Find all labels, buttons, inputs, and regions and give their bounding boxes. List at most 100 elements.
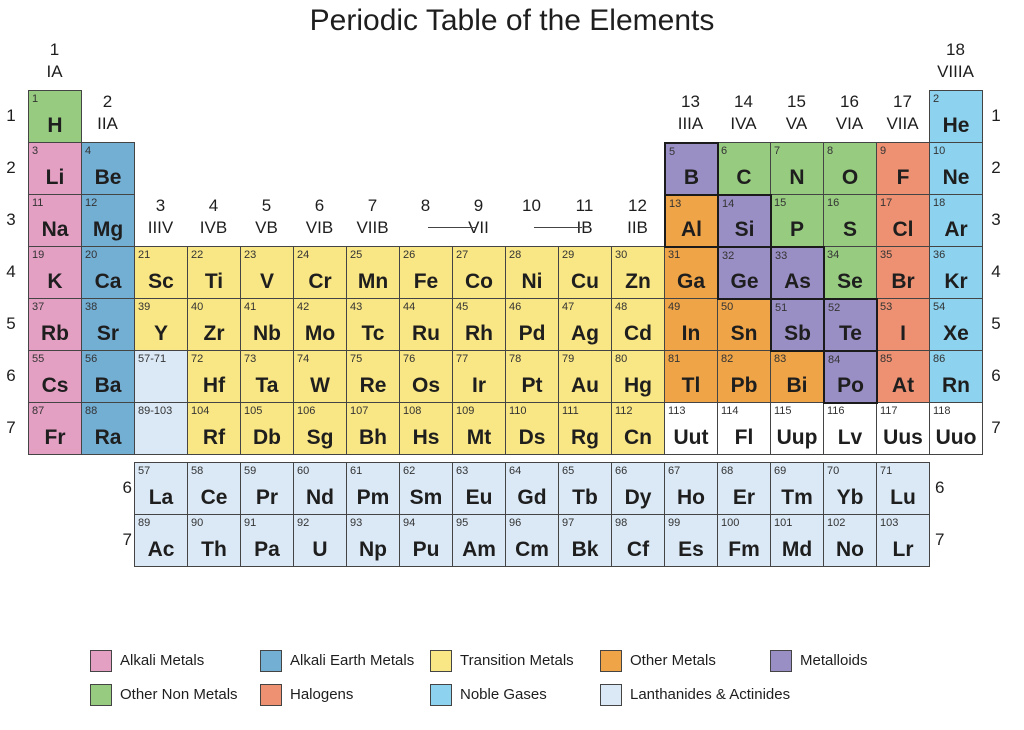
group-number: 8 [399, 196, 452, 216]
element-cell: 9F [876, 142, 930, 195]
element-symbol: Be [82, 166, 134, 190]
group-number: 7 [346, 196, 399, 216]
element-symbol: Ru [400, 322, 452, 346]
atomic-number: 20 [85, 249, 97, 261]
element-cell: 20Ca [81, 246, 135, 299]
element-cell: 48Cd [611, 298, 665, 351]
element-symbol: At [877, 374, 929, 398]
group-label: VIIA [876, 114, 929, 134]
element-symbol: Pt [506, 374, 558, 398]
element-cell: 4 Be [81, 142, 135, 195]
atomic-number: 35 [880, 249, 892, 261]
group-label: VIB [293, 218, 346, 238]
atomic-number: 25 [350, 249, 362, 261]
element-symbol: B [666, 166, 717, 190]
element-symbol: N [771, 166, 823, 190]
atomic-number: 17 [880, 197, 892, 209]
atomic-number: 4 [85, 145, 91, 157]
atomic-number: 59 [244, 465, 256, 477]
element-symbol: As [772, 270, 823, 294]
element-symbol: Ho [665, 486, 717, 510]
element-cell: 97Bk [558, 514, 612, 567]
atomic-number: 66 [615, 465, 627, 477]
atomic-number: 118 [933, 405, 951, 417]
element-symbol: Hf [188, 374, 240, 398]
atomic-number: 42 [297, 301, 309, 313]
element-symbol: P [771, 218, 823, 242]
element-cell: 59Pr [240, 462, 294, 515]
element-cell: 3Li [28, 142, 82, 195]
element-symbol: Rh [453, 322, 505, 346]
element-cell: 42 Mo [293, 298, 347, 351]
element-cell: 72Hf [187, 350, 241, 403]
atomic-number: 67 [668, 465, 680, 477]
element-symbol: Pd [506, 322, 558, 346]
atomic-number: 97 [562, 517, 574, 529]
element-cell: 41Nb [240, 298, 294, 351]
atomic-number: 81 [668, 353, 680, 365]
element-cell: 24Cr [293, 246, 347, 299]
element-symbol: Te [825, 322, 876, 346]
element-symbol: Rg [559, 426, 611, 450]
element-symbol: Th [188, 538, 240, 562]
atomic-number: 89-103 [138, 405, 172, 417]
atomic-number: 23 [244, 249, 256, 261]
element-symbol: Ge [719, 270, 770, 294]
element-cell: 11Na [28, 194, 82, 247]
element-symbol: Cn [612, 426, 664, 450]
legend-label: Lanthanides & Actinides [630, 686, 790, 703]
atomic-number: 57-71 [138, 353, 166, 365]
period-number-right: 5 [986, 314, 1006, 334]
element-symbol: Re [347, 374, 399, 398]
atomic-number: 24 [297, 249, 309, 261]
element-symbol: Tl [665, 374, 717, 398]
atomic-number: 8 [827, 145, 833, 157]
element-cell: 23V [240, 246, 294, 299]
atomic-number: 105 [244, 405, 262, 417]
lan-period-right: 6 [935, 478, 955, 498]
group-separator [428, 227, 476, 228]
atomic-number: 62 [403, 465, 415, 477]
element-symbol: Gd [506, 486, 558, 510]
element-cell: 13Al [664, 194, 719, 248]
atomic-number: 63 [456, 465, 468, 477]
element-cell: 90Th [187, 514, 241, 567]
element-cell: 22Ti [187, 246, 241, 299]
element-cell: 82Pb [717, 350, 771, 403]
element-cell: 96Cm [505, 514, 559, 567]
atomic-number: 87 [32, 405, 44, 417]
element-cell: 36Kr [929, 246, 983, 299]
element-symbol: Ne [930, 166, 982, 190]
element-cell: 57La [134, 462, 188, 515]
lan-period-left: 7 [112, 530, 132, 550]
element-cell: 28Ni [505, 246, 559, 299]
element-cell: 43Tc [346, 298, 400, 351]
element-symbol: Po [825, 374, 876, 398]
element-cell: 91Pa [240, 514, 294, 567]
atomic-number: 93 [350, 517, 362, 529]
element-cell: 70Yb [823, 462, 877, 515]
atomic-number: 112 [615, 405, 633, 417]
element-cell: 38Sr [81, 298, 135, 351]
atomic-number: 54 [933, 301, 945, 313]
element-symbol: Cd [612, 322, 664, 346]
element-symbol: Ce [188, 486, 240, 510]
element-symbol: I [877, 322, 929, 346]
element-cell: 98Cf [611, 514, 665, 567]
group-number: 15 [770, 92, 823, 112]
element-symbol: Zr [188, 322, 240, 346]
element-symbol: O [824, 166, 876, 190]
element-symbol: Sm [400, 486, 452, 510]
element-cell: 61Pm [346, 462, 400, 515]
element-symbol: La [135, 486, 187, 510]
atomic-number: 39 [138, 301, 150, 313]
legend-label: Alkali Metals [120, 652, 204, 669]
period-number-right: 1 [986, 106, 1006, 126]
element-symbol: Lu [877, 486, 929, 510]
element-symbol: Mo [294, 322, 346, 346]
element-symbol: Cm [506, 538, 558, 562]
element-cell: 2He [929, 90, 983, 143]
element-cell: 79Au [558, 350, 612, 403]
period-number-left: 7 [0, 418, 22, 438]
element-cell: 17Cl [876, 194, 930, 247]
